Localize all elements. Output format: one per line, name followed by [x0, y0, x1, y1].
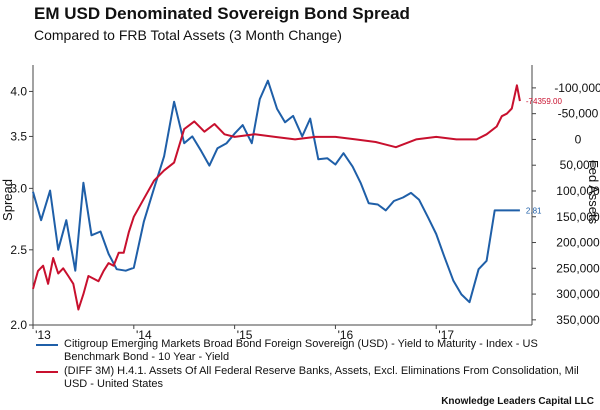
- legend-swatch-fed-assets: [36, 371, 58, 373]
- left-tick-label: 2.0: [10, 318, 27, 332]
- legend-item-fed-assets: (DIFF 3M) H.4.1. Assets Of All Federal R…: [34, 365, 582, 391]
- spread-end-label: 2.81: [526, 206, 542, 215]
- right-tick-label: 350,000: [556, 313, 600, 327]
- left-tick-label: 2.5: [10, 243, 27, 257]
- right-tick-label: 200,000: [556, 236, 600, 250]
- right-tick-label: -50,000: [558, 107, 599, 121]
- right-tick-label: 150,000: [556, 210, 600, 224]
- right-tick-label: 250,000: [556, 261, 600, 275]
- legend-label-spread: Citigroup Emerging Markets Broad Bond Fo…: [64, 338, 538, 363]
- right-tick-label: 300,000: [556, 287, 600, 301]
- x-tick-label: '13: [35, 328, 51, 342]
- chart-title: EM USD Denominated Sovereign Bond Spread: [34, 4, 410, 23]
- left-tick-label: 3.0: [10, 181, 27, 195]
- fed-assets-line: [32, 84, 521, 311]
- right-tick-label: 100,000: [556, 184, 600, 198]
- legend-swatch-spread: [36, 344, 58, 346]
- x-tick-label: '16: [338, 328, 354, 342]
- fed-assets-end-label: -74359.00: [526, 97, 563, 106]
- chart-subtitle: Compared to FRB Total Assets (3 Month Ch…: [34, 27, 342, 43]
- source-credit: Knowledge Leaders Capital LLC: [441, 396, 594, 407]
- right-tick-label: 0: [575, 132, 582, 146]
- right-tick-label: 50,000: [560, 158, 597, 172]
- x-tick-label: '17: [438, 328, 454, 342]
- left-tick-label: 4.0: [10, 84, 27, 98]
- legend-item-spread: Citigroup Emerging Markets Broad Bond Fo…: [34, 338, 582, 364]
- legend: Citigroup Emerging Markets Broad Bond Fo…: [34, 338, 582, 392]
- x-tick-label: '15: [237, 328, 253, 342]
- spread-line: [32, 79, 520, 304]
- right-axis-title: Fed Assets: [586, 160, 600, 225]
- legend-label-fed-assets: (DIFF 3M) H.4.1. Assets Of All Federal R…: [64, 365, 579, 390]
- left-axis-title: Spread: [0, 179, 15, 221]
- left-tick-label: 3.5: [10, 129, 27, 143]
- x-tick-label: '14: [136, 328, 152, 342]
- right-tick-label: -100,000: [554, 81, 600, 95]
